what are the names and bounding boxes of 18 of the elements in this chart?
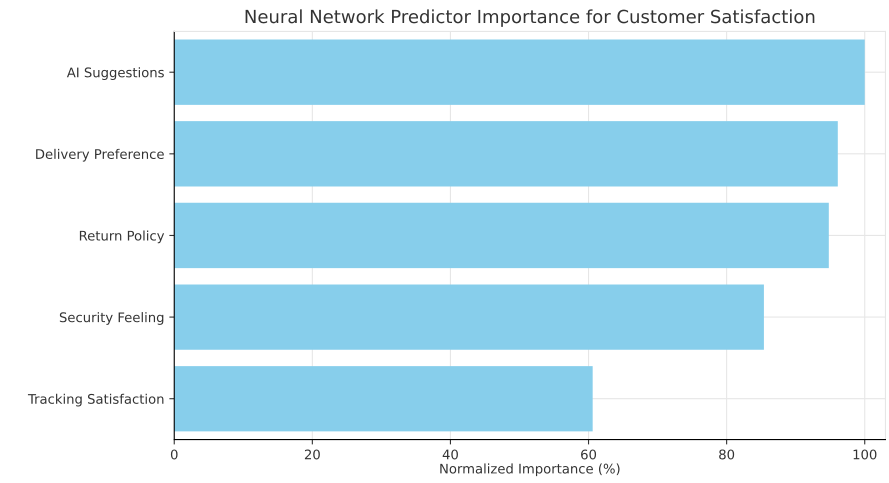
y-tick-label: Return Policy: [80, 230, 164, 244]
x-tick-label: 100: [854, 449, 876, 460]
y-tick-label: Security Feeling: [60, 312, 164, 325]
x-tick-label: 80: [719, 449, 734, 460]
bar: [174, 202, 829, 268]
bar: [174, 366, 593, 432]
bar: [174, 40, 865, 105]
y-tick-label: AI Suggestions: [66, 67, 164, 80]
chart-title: Neural Network Predictor Importance for Customer Satisfaction: [246, 9, 814, 27]
x-axis-title: Normalized Importance (%): [440, 463, 620, 476]
y-tick-label: Delivery Preference: [36, 148, 164, 162]
bar: [174, 121, 838, 186]
x-tick-label: 20: [304, 449, 320, 460]
x-tick-label: 0: [170, 449, 178, 460]
bar: [174, 284, 764, 350]
x-tick-label: 40: [442, 449, 458, 460]
x-tick-label: 60: [581, 449, 596, 460]
y-tick-label: Tracking Satisfaction: [28, 394, 164, 406]
